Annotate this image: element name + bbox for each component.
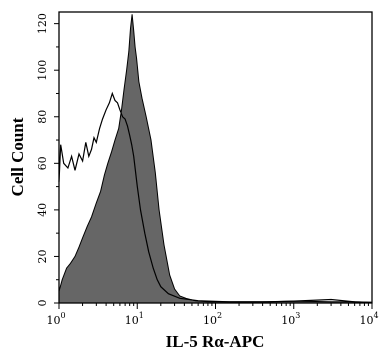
y-axis-title: Cell Count [8, 117, 27, 196]
x-axis-title: IL-5 Rα-APC [166, 332, 265, 351]
y-tick-label: 0 [36, 300, 49, 307]
x-tick-label: 102 [203, 311, 222, 327]
y-tick-label: 60 [36, 156, 49, 170]
y-tick-label: 80 [36, 110, 49, 124]
x-axis-ticks: 100 101 102 103 104 [46, 303, 379, 327]
filled-histogram-series [58, 14, 373, 304]
y-tick-label: 40 [36, 203, 49, 217]
x-tick-label: 101 [125, 311, 144, 327]
y-axis-ticks: 0 20 40 60 80 100 120 [36, 13, 59, 307]
x-tick-label: 100 [46, 311, 65, 327]
y-tick-label: 120 [36, 13, 49, 34]
y-tick-label: 20 [36, 249, 49, 263]
y-tick-label: 100 [36, 60, 49, 81]
x-tick-label: 103 [281, 311, 300, 327]
outline-histogram-series [58, 91, 373, 303]
x-tick-label: 104 [359, 311, 378, 327]
